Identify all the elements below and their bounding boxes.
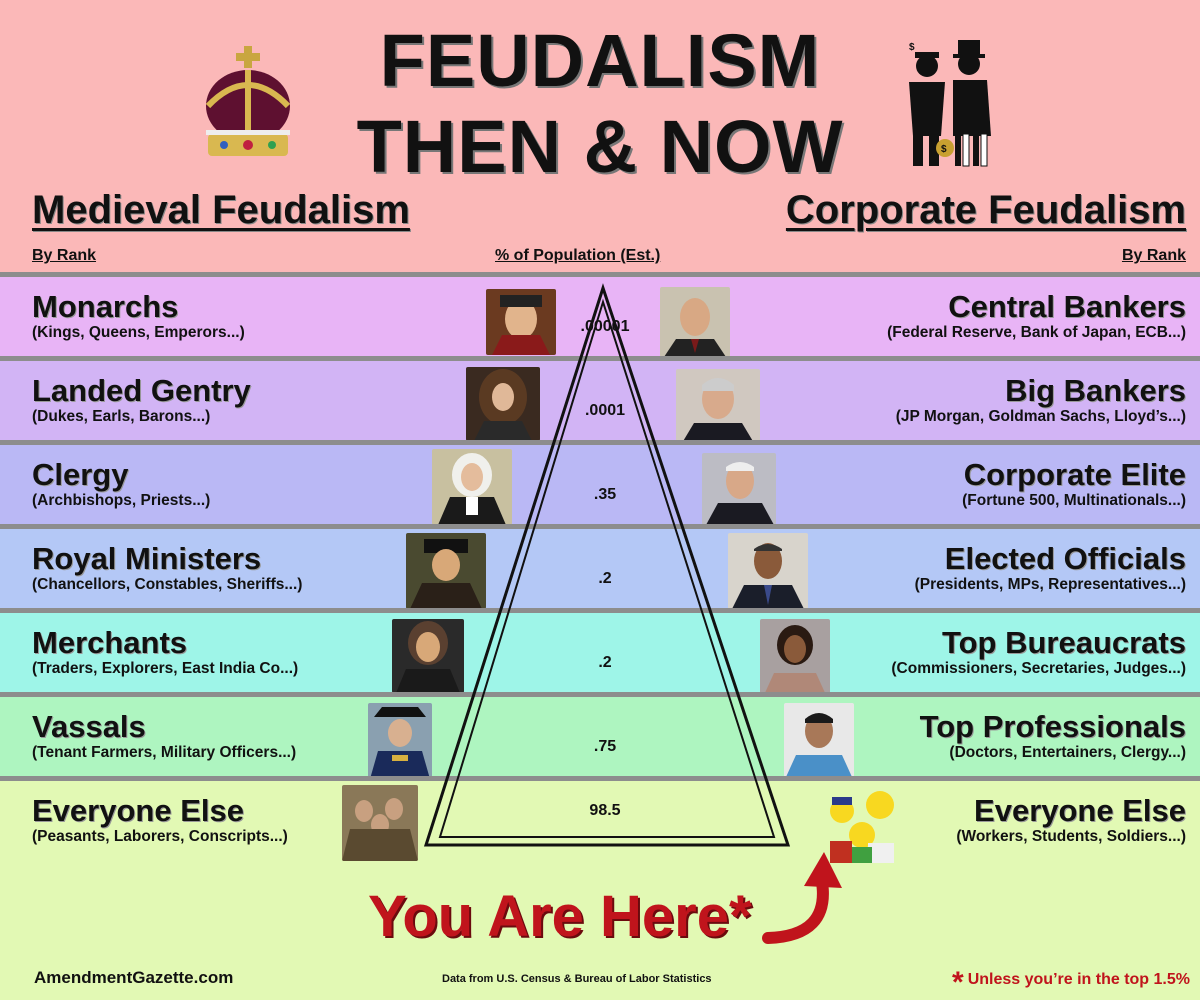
- medieval-rank-name: Everyone Else: [32, 793, 244, 828]
- medieval-rank-name: Vassals: [32, 709, 146, 744]
- corporate-rank-name: Corporate Elite: [963, 457, 1186, 492]
- central-banker-portrait: [660, 287, 730, 357]
- data-source: Data from U.S. Census & Bureau of Labor …: [442, 973, 712, 985]
- clergy-portrait: [432, 449, 512, 525]
- population-percent: .0001: [584, 402, 626, 419]
- corporate-rank-examples: (Fortune 500, Multinationals...): [962, 492, 1186, 509]
- left-by-rank: By Rank: [32, 247, 97, 264]
- medieval-rank-examples: (Tenant Farmers, Military Officers...): [32, 744, 297, 761]
- medieval-rank-examples: (Archbishops, Priests...): [32, 492, 211, 509]
- elected-official-portrait: [728, 533, 808, 609]
- rank-band-vassals: Vassals (Tenant Farmers, Military Office…: [0, 692, 1200, 779]
- population-percent: .35: [593, 486, 617, 503]
- top-professional-portrait: [784, 703, 854, 777]
- svg-text:$: $: [909, 42, 915, 53]
- royal-minister-portrait: [406, 533, 486, 609]
- corporate-rank-name: Central Bankers: [948, 289, 1186, 324]
- right-by-rank: By Rank: [1121, 247, 1186, 264]
- top-bureaucrat-portrait: [760, 619, 830, 695]
- rank-band-royal-ministers: Royal Ministers (Chancellors, Constables…: [0, 524, 1200, 609]
- medieval-rank-name: Monarchs: [32, 289, 179, 324]
- population-percent: .2: [598, 570, 612, 587]
- rank-band-clergy: Clergy (Archbishops, Priests...) .35 Cor…: [0, 440, 1200, 525]
- you-are-here-label: You Are Here*: [368, 884, 752, 949]
- footnote: * Unless you’re in the top 1.5%: [952, 966, 1190, 1000]
- asterisk-icon: *: [952, 966, 964, 999]
- corporate-rank-examples: (Federal Reserve, Bank of Japan, ECB...): [887, 324, 1186, 341]
- corporate-rank-name: Big Bankers: [1005, 373, 1186, 408]
- corporate-heading: Corporate Feudalism: [785, 188, 1186, 232]
- corporate-rank-examples: (Commissioners, Secretaries, Judges...): [891, 660, 1186, 677]
- corporate-rank-name: Top Professionals: [919, 709, 1186, 744]
- simpsons-portrait: [824, 785, 900, 865]
- population-percent: .2: [598, 654, 612, 671]
- corporate-rank-name: Everyone Else: [974, 793, 1186, 828]
- medieval-rank-name: Landed Gentry: [32, 373, 251, 408]
- rank-band-merchants: Merchants (Traders, Explorers, East Indi…: [0, 608, 1200, 695]
- vassal-portrait: [368, 703, 432, 779]
- rank-band-monarchs: Monarchs (Kings, Queens, Emperors...) .0…: [0, 272, 1200, 357]
- corporate-rank-examples: (JP Morgan, Goldman Sachs, Lloyd’s...): [895, 408, 1186, 425]
- title-line-2: THEN & NOW: [356, 105, 844, 188]
- tycoons-icon: $ $: [909, 40, 991, 167]
- population-percent: .75: [593, 738, 617, 755]
- medieval-rank-name: Clergy: [32, 457, 129, 492]
- medieval-rank-examples: (Kings, Queens, Emperors...): [32, 324, 245, 341]
- population-percent: .00001: [580, 318, 630, 335]
- medieval-heading: Medieval Feudalism: [32, 188, 410, 232]
- corporate-rank-name: Top Bureaucrats: [941, 625, 1186, 660]
- population-percent-heading: % of Population (Est.): [495, 247, 661, 264]
- site-name: AmendmentGazette.com: [34, 968, 234, 987]
- corporate-rank-examples: (Doctors, Entertainers, Clergy...): [949, 744, 1186, 761]
- gentry-portrait: [466, 367, 540, 441]
- svg-text:$: $: [941, 144, 947, 155]
- corporate-rank-name: Elected Officials: [944, 541, 1186, 576]
- big-banker-portrait: [676, 369, 760, 443]
- monarch-portrait: [486, 289, 556, 355]
- peasants-portrait: [342, 785, 418, 861]
- medieval-rank-examples: (Peasants, Laborers, Conscripts...): [32, 828, 288, 845]
- merchant-portrait: [392, 619, 464, 693]
- medieval-rank-examples: (Traders, Explorers, East India Co...): [32, 660, 299, 677]
- corporate-rank-examples: (Presidents, MPs, Representatives...): [914, 576, 1186, 593]
- title-line-1: FEUDALISM: [379, 19, 821, 102]
- population-percent: 98.5: [589, 802, 621, 819]
- header: FEUDALISM THEN & NOW $ $ Medieval Feudal…: [0, 0, 1200, 272]
- medieval-rank-examples: (Chancellors, Constables, Sheriffs...): [32, 576, 303, 593]
- corporate-rank-examples: (Workers, Students, Soldiers...): [956, 828, 1186, 845]
- footnote-text: Unless you’re in the top 1.5%: [967, 971, 1190, 988]
- medieval-rank-examples: (Dukes, Earls, Barons...): [32, 408, 211, 425]
- corporate-elite-portrait: [702, 453, 776, 525]
- rank-band-landed-gentry: Landed Gentry (Dukes, Earls, Barons...) …: [0, 356, 1200, 443]
- medieval-rank-name: Merchants: [32, 625, 188, 660]
- medieval-rank-name: Royal Ministers: [32, 541, 262, 576]
- curved-arrow-icon: [762, 852, 842, 944]
- crown-icon: [205, 46, 291, 156]
